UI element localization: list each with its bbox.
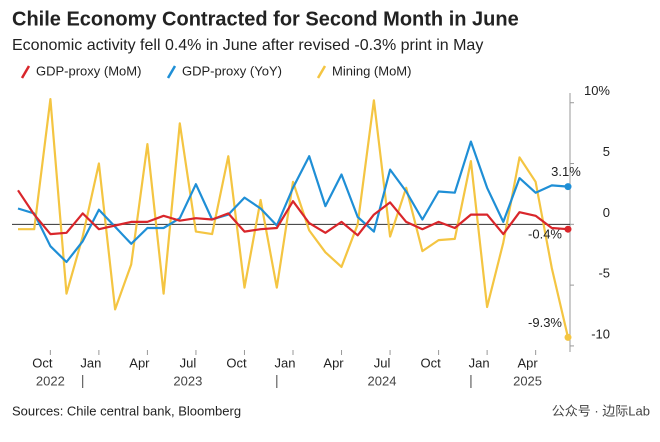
- y-tick-label: -5: [598, 266, 610, 281]
- legend-marker: [20, 65, 31, 79]
- end-dot: [564, 333, 572, 341]
- x-tick-label: Jul: [180, 355, 197, 370]
- value-label: 3.1%: [551, 164, 581, 179]
- year-label: 2024: [368, 373, 397, 388]
- x-tick-label: Jul: [374, 355, 391, 370]
- x-tick-label: Apr: [323, 355, 344, 370]
- y-tick-label: -10: [591, 326, 610, 341]
- chart-subtitle: Economic activity fell 0.4% in June afte…: [12, 37, 483, 54]
- x-tick-label: Jan: [275, 355, 296, 370]
- x-tick-label: Oct: [420, 355, 441, 370]
- x-tick-label: Jan: [80, 355, 101, 370]
- legend-label: GDP-proxy (MoM): [36, 63, 141, 78]
- x-tick-label: Apr: [518, 355, 539, 370]
- year-label: 2025: [513, 373, 542, 388]
- year-label: 2022: [36, 373, 65, 388]
- x-tick-label: Oct: [226, 355, 247, 370]
- x-tick-label: Jan: [469, 355, 490, 370]
- series-line: [17, 140, 569, 264]
- watermark: 公众号 · 边际Lab: [552, 403, 650, 418]
- legend-marker: [166, 65, 177, 79]
- value-label: -9.3%: [528, 315, 562, 330]
- end-dot: [564, 183, 572, 191]
- series-line: [18, 98, 570, 338]
- x-tick-label: Apr: [129, 355, 150, 370]
- y-tick-label: 5: [603, 144, 610, 159]
- legend-marker: [316, 65, 327, 79]
- chart-title: Chile Economy Contracted for Second Mont…: [12, 8, 519, 30]
- end-dot: [564, 225, 572, 233]
- series-line: [17, 189, 569, 237]
- y-tick-label: 10%: [584, 83, 610, 98]
- legend-label: GDP-proxy (YoY): [182, 63, 282, 78]
- value-label: -0.4%: [528, 227, 562, 242]
- x-tick-label: Oct: [32, 355, 53, 370]
- year-label: 2023: [173, 373, 202, 388]
- y-tick-label: 0: [603, 205, 610, 220]
- legend-label: Mining (MoM): [332, 63, 411, 78]
- source: Sources: Chile central bank, Bloomberg: [12, 403, 241, 418]
